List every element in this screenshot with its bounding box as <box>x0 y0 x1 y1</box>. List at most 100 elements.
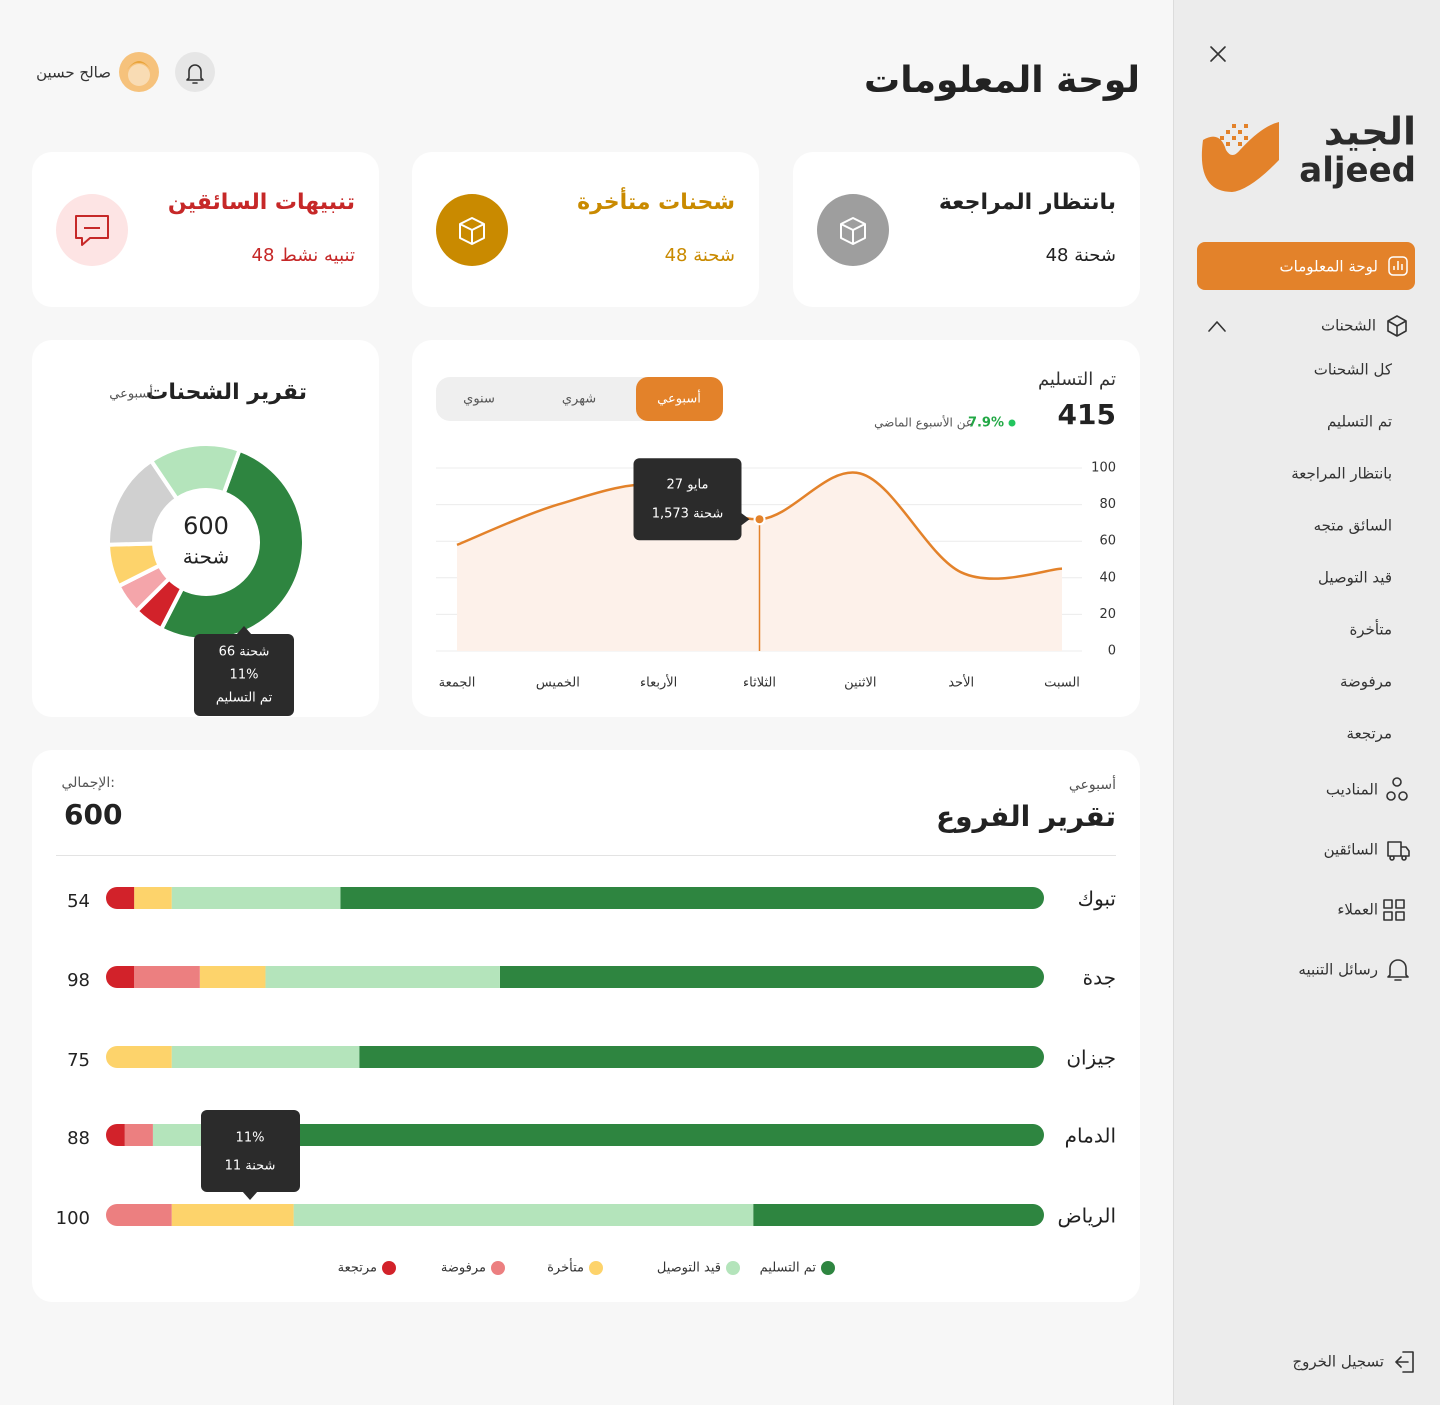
y-tick-label: 0 <box>1108 644 1116 659</box>
bar-segment <box>106 1046 172 1068</box>
legend-swatch <box>821 1261 835 1275</box>
logout[interactable]: تسجيل الخروج <box>1292 1353 1384 1372</box>
avatar-hair <box>127 61 151 70</box>
bar-segment <box>134 887 172 909</box>
y-tick-label: 40 <box>1099 570 1116 585</box>
notification-button[interactable] <box>175 52 215 92</box>
card-icon <box>459 217 485 245</box>
nav-icon <box>1388 256 1408 276</box>
y-tick-label: 60 <box>1099 534 1116 549</box>
logo-arabic: الجيد <box>1324 110 1416 154</box>
tooltip-arrow <box>242 1191 258 1200</box>
total-value: 600 <box>64 798 122 831</box>
close-icon[interactable] <box>1210 46 1226 62</box>
card-title: بانتظار المراجعة <box>939 190 1116 215</box>
row-total: 75 <box>67 1050 90 1071</box>
logo-dot <box>1226 142 1230 146</box>
tooltip-text: 11% <box>230 668 259 683</box>
legend-swatch <box>491 1261 505 1275</box>
hover-point <box>753 513 766 526</box>
legend-swatch <box>589 1261 603 1275</box>
legend-label: قيد التوصيل <box>657 1261 721 1276</box>
bar-segment <box>171 1204 294 1226</box>
nav-item[interactable]: العملاء <box>1337 901 1378 919</box>
avatar-face <box>128 64 150 86</box>
logo-dot <box>1226 130 1230 134</box>
nav-icon <box>1387 315 1407 337</box>
logo-mark <box>1201 122 1279 192</box>
chevron-icon[interactable] <box>1208 321 1226 332</box>
row-total: 54 <box>67 891 90 912</box>
card-title: تنبيهات السائقين <box>168 190 355 215</box>
logo-dot <box>1238 142 1242 146</box>
card-icon <box>840 217 866 245</box>
tooltip-text: 1,573 شحنة <box>652 507 724 522</box>
y-tick-label: 100 <box>1091 461 1116 476</box>
category-label: تبوك <box>1078 887 1116 911</box>
bar-segment <box>124 1124 153 1146</box>
nav-subitem[interactable]: تم التسليم <box>1327 413 1392 431</box>
bar-segment <box>293 1124 1044 1146</box>
tooltip-arrow <box>741 513 750 526</box>
logo-dot <box>1238 130 1242 134</box>
bar-segment <box>340 887 1044 909</box>
bar-segment <box>753 1204 1044 1226</box>
logo-dot <box>1220 136 1224 140</box>
nav-item[interactable]: لوحة المعلومات <box>1280 258 1379 276</box>
nav-icon <box>1387 841 1410 861</box>
logo-latin: aljeed <box>1299 151 1416 191</box>
chart-title: تقرير الشحنات <box>146 380 307 405</box>
tooltip-text: تم التسليم <box>216 691 273 706</box>
category-label: الدمام <box>1065 1124 1116 1148</box>
nav-item[interactable]: المناديب <box>1326 781 1378 799</box>
card-icon-bg <box>56 194 128 266</box>
bar-segment <box>499 966 1044 988</box>
chart-card <box>32 340 379 717</box>
nav-subitem[interactable]: مرفوضة <box>1340 673 1392 691</box>
nav-icon <box>1387 959 1409 981</box>
chart-period: أسبوعي <box>1069 775 1116 793</box>
card-value: 48 تنبيه نشط <box>252 245 355 266</box>
nav-item[interactable]: الشحنات <box>1321 317 1376 335</box>
x-tick-label: الخميس <box>536 676 580 691</box>
card-title: شحنات متأخرة <box>577 186 735 215</box>
logo-dot <box>1244 136 1248 140</box>
x-tick-label: الأربعاء <box>640 674 677 691</box>
nav-subitem[interactable]: قيد التوصيل <box>1318 569 1392 587</box>
bar-segment <box>171 1046 360 1068</box>
period-tab-active[interactable] <box>636 377 723 421</box>
nav-item[interactable]: السائقين <box>1324 841 1378 859</box>
bar-segment <box>171 887 341 909</box>
nav-subitem[interactable]: السائق متجه <box>1314 517 1392 535</box>
period-tab[interactable]: أسبوعي <box>657 390 701 407</box>
legend-label: تم التسليم <box>760 1261 817 1276</box>
period-tab[interactable]: شهري <box>562 392 596 407</box>
card-icon <box>75 215 109 246</box>
nav-subitem[interactable]: كل الشحنات <box>1314 361 1393 379</box>
nav-subitem[interactable]: متأخرة <box>1349 619 1392 639</box>
period-tab[interactable]: سنوي <box>463 392 495 407</box>
summary-card <box>793 152 1140 307</box>
x-tick-label: الثلاثاء <box>743 676 776 691</box>
bar-segment <box>134 966 200 988</box>
user-name: صالح حسين <box>36 64 111 82</box>
nav-subitem[interactable]: مرتجعة <box>1347 725 1392 743</box>
y-tick-label: 80 <box>1099 497 1116 512</box>
row-total: 100 <box>56 1208 90 1229</box>
bar-segment <box>106 1124 125 1146</box>
page-title: لوحة المعلومات <box>864 60 1140 101</box>
legend-swatch <box>382 1261 396 1275</box>
logout-icon <box>1395 1351 1414 1373</box>
nav-item[interactable]: رسائل التنبيه <box>1298 961 1378 979</box>
nav-active[interactable] <box>1197 242 1415 290</box>
legend-label: مرتجعة <box>338 1261 377 1276</box>
chart-title: تم التسليم <box>1038 369 1116 390</box>
bar-segment <box>293 1204 754 1226</box>
nav-subitem[interactable]: بانتظار المراجعة <box>1291 465 1392 483</box>
legend-label: متأخرة <box>547 1258 584 1276</box>
nav-icon <box>1383 899 1405 921</box>
bar-segment <box>106 1204 172 1226</box>
tooltip-text: 11% <box>236 1131 265 1146</box>
